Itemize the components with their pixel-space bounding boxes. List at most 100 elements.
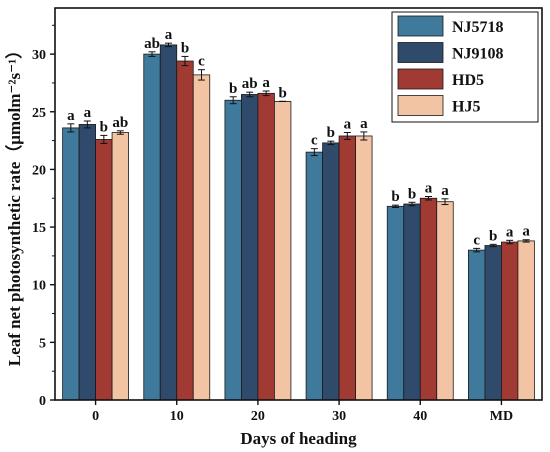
- error-bar: [67, 123, 75, 133]
- error-bar: [408, 201, 416, 207]
- legend-swatch: [397, 95, 444, 116]
- significance-letter: ab: [242, 76, 258, 92]
- x-tick-label: MD: [490, 409, 513, 424]
- significance-letter: b: [229, 81, 237, 97]
- significance-letter: a: [165, 27, 173, 43]
- error-bar: [522, 239, 530, 243]
- legend-swatch: [397, 15, 444, 37]
- bar-HJ5-30: [355, 135, 373, 401]
- error-bar: [506, 239, 514, 245]
- bar-HD5-10: [176, 60, 194, 401]
- significance-letter: b: [278, 85, 286, 101]
- significance-letter: b: [327, 125, 335, 141]
- bar-NJ5718-10: [143, 53, 161, 401]
- bar-HJ5-40: [436, 201, 454, 401]
- legend-swatch: [397, 68, 444, 90]
- bar-NJ9108-20: [241, 94, 259, 401]
- error-bar: [489, 243, 497, 248]
- y-tick-label: 0: [39, 394, 46, 409]
- legend-label: HD5: [452, 72, 484, 89]
- significance-letter: c: [311, 133, 318, 149]
- x-axis-title: Days of heading: [240, 429, 357, 448]
- legend-label: NJ9108: [452, 46, 504, 63]
- legend-label: HJ5: [452, 99, 480, 116]
- bar-HJ5-10: [192, 74, 211, 401]
- legend-item: NJ9108: [397, 42, 504, 63]
- significance-letter: a: [360, 116, 368, 132]
- significance-letter: a: [262, 75, 270, 91]
- error-bar: [343, 132, 351, 140]
- bar-HD5-20: [257, 92, 275, 401]
- error-bars-layer: [67, 42, 530, 253]
- significance-letter: c: [473, 232, 480, 248]
- significance-letter: a: [67, 108, 75, 124]
- bar-NJ9108-40: [403, 203, 421, 401]
- bar-NJ9108-MD: [484, 245, 502, 401]
- legend-swatch: [397, 42, 444, 63]
- error-bar: [327, 140, 335, 146]
- bar-NJ5718-0: [62, 127, 80, 401]
- error-bar: [473, 247, 481, 253]
- y-tick-label: 10: [32, 279, 46, 294]
- legend-item: HD5: [397, 68, 484, 90]
- x-tick-label: 30: [332, 409, 346, 424]
- error-bar: [262, 90, 270, 97]
- legend-label: NJ5718: [452, 19, 504, 36]
- significance-letter: a: [522, 224, 530, 240]
- x-tick-label: 10: [170, 409, 184, 424]
- x-tick-label: 20: [251, 409, 265, 424]
- error-bar: [360, 131, 368, 141]
- error-bar: [441, 198, 449, 206]
- legend: NJ5718 NJ9108 HD5 HJ5: [391, 11, 539, 123]
- error-bar: [100, 134, 108, 144]
- y-tick-label: 15: [32, 221, 46, 236]
- bar-HD5-30: [338, 135, 356, 401]
- bar-HJ5-0: [111, 132, 129, 401]
- significance-letter: b: [408, 186, 416, 202]
- error-bar: [246, 91, 254, 98]
- error-bar: [198, 69, 205, 81]
- significance-letter: a: [84, 105, 92, 121]
- x-tick-label: 40: [413, 409, 427, 424]
- y-tick-label: 30: [32, 48, 46, 63]
- error-bar: [165, 42, 172, 48]
- y-tick-label: 20: [32, 163, 46, 178]
- bar-NJ9108-10: [159, 44, 178, 401]
- bar-NJ5718-40: [386, 205, 405, 401]
- error-bar: [116, 130, 124, 135]
- plot-frame: [54, 7, 543, 401]
- significance-letter: b: [391, 189, 399, 205]
- bar-HJ5-MD: [517, 240, 535, 401]
- error-bar: [425, 196, 432, 201]
- bar-HD5-40: [419, 197, 438, 401]
- bar-NJ9108-0: [78, 124, 96, 401]
- error-bar: [83, 120, 91, 129]
- ticks-layer: 0 10 20 30 40 MD 0 5 10 15 20 25 30: [32, 24, 513, 424]
- significance-letter: a: [441, 183, 449, 199]
- error-bar: [310, 148, 318, 157]
- significance-letter: b: [489, 228, 497, 244]
- significance-letter: b: [181, 40, 189, 56]
- error-bar: [148, 51, 156, 57]
- significance-letter: b: [100, 119, 108, 135]
- error-bar: [392, 204, 399, 208]
- bars-layer: [62, 44, 535, 401]
- bar-NJ5718-20: [224, 99, 242, 401]
- axes-layer: [54, 7, 543, 401]
- legend-item: HJ5: [397, 95, 480, 116]
- significance-letter: c: [198, 54, 205, 70]
- significance-letter: a: [344, 117, 352, 133]
- significance-letter: ab: [144, 36, 160, 52]
- error-bar: [229, 96, 237, 105]
- y-axis-title: Leaf net photosynthetic rate（μmolm⁻²s⁻¹）: [4, 42, 24, 366]
- significance-letter: a: [425, 181, 433, 197]
- bar-HD5-MD: [501, 241, 519, 401]
- y-tick-label: 5: [39, 336, 46, 351]
- y-tick-label: 25: [32, 106, 46, 121]
- significance-letter: ab: [112, 115, 128, 131]
- bar-NJ9108-30: [322, 142, 340, 401]
- bar-HJ5-20: [274, 100, 292, 401]
